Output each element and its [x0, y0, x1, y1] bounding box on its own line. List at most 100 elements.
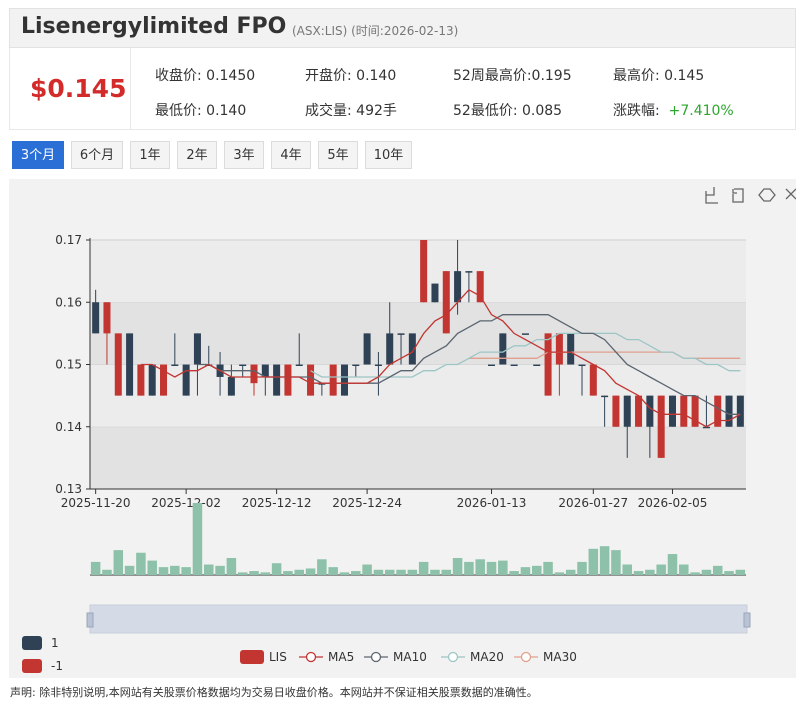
candle-body	[340, 364, 348, 396]
candle-body	[239, 364, 247, 366]
volume-bar	[452, 557, 463, 575]
current-price: $0.145	[30, 74, 127, 103]
volume-bar	[520, 567, 531, 575]
zoom-handle-left[interactable]	[86, 612, 94, 628]
candle-body	[555, 333, 563, 365]
legend-item-ma10[interactable]: MA10	[364, 650, 427, 664]
tab-2-years[interactable]: 2年	[177, 141, 217, 169]
stat-change: 涨跌幅: +7.410%	[613, 100, 734, 120]
legend-item-ma5[interactable]: MA5	[299, 650, 354, 664]
candle-body	[273, 364, 281, 396]
stat-label: 最高价:	[613, 68, 660, 84]
candles-series	[92, 240, 744, 458]
tab-1-year[interactable]: 1年	[130, 141, 170, 169]
candle-body	[544, 333, 552, 396]
volume-bars	[90, 503, 746, 576]
x-axis: 2025-11-20 2025-12-02 2025-12-12 2025-12-24…	[61, 488, 746, 510]
legend-marker	[447, 651, 459, 663]
stat-label: 成交量:	[305, 103, 352, 119]
candle-body	[227, 376, 235, 396]
volume-bar	[90, 561, 101, 575]
grid-band	[90, 240, 746, 303]
tab-3-months[interactable]: 3个月	[12, 141, 64, 169]
candle-body	[601, 395, 609, 398]
download-icon[interactable]	[785, 188, 797, 200]
y-tick-label: 0.13	[55, 482, 82, 496]
candle-body	[623, 395, 631, 427]
candle-body	[476, 271, 484, 303]
legend-swatch	[240, 650, 264, 664]
tab-5-years[interactable]: 5年	[318, 141, 358, 169]
stat-label: 52最低价:	[453, 103, 518, 119]
volume-bar	[554, 572, 565, 575]
stat-volume: 成交量: 492手	[305, 100, 397, 120]
candle-body	[668, 395, 676, 427]
volume-bar	[407, 569, 418, 575]
candle-body	[420, 240, 428, 303]
candle-body	[193, 333, 201, 365]
stat-value: 492手	[356, 103, 397, 119]
stat-label: 开盘价:	[305, 68, 352, 84]
volume-bar	[136, 552, 146, 575]
volume-bar	[102, 569, 112, 575]
restore-icon[interactable]	[758, 188, 776, 202]
stat-label: 最低价:	[155, 103, 202, 119]
volume-bar	[384, 569, 395, 575]
grid-band	[90, 302, 746, 365]
candle-body	[171, 364, 179, 366]
legend-down-swatch	[22, 659, 42, 673]
chart-panel: 0.17 0.16 0.15 0.14 0.13 2025-11-20 2025-12-0…	[9, 179, 797, 678]
legend-label: MA10	[393, 650, 427, 664]
candle-body	[386, 333, 394, 365]
candle-body	[137, 364, 145, 396]
tab-6-months[interactable]: 6个月	[71, 141, 123, 169]
volume-bar	[667, 554, 678, 575]
candle-body	[148, 364, 156, 396]
stat-close: 收盘价: 0.1450	[155, 65, 255, 85]
stat-high: 最高价: 0.145	[613, 65, 704, 85]
legend-item-ma20[interactable]: MA20	[441, 650, 504, 664]
volume-bar	[147, 560, 157, 575]
x-tick-label: 2025-12-12	[242, 496, 312, 510]
grid-band	[90, 426, 746, 489]
legend-item-lis[interactable]: LIS	[240, 650, 287, 664]
stat-value: 0.195	[531, 68, 572, 84]
stat-open: 开盘价: 0.140	[305, 65, 396, 85]
candle-body	[578, 364, 586, 366]
tab-10-years[interactable]: 10年	[365, 141, 412, 169]
volume-bar	[633, 571, 644, 575]
stat-52w-high: 52周最高价:0.195	[453, 65, 572, 85]
volume-bar	[498, 560, 508, 575]
stat-value: 0.145	[664, 68, 705, 84]
stat-label: 涨跌幅:	[613, 103, 660, 119]
legend-marker	[520, 651, 532, 663]
legend-label: MA5	[328, 650, 354, 664]
volume-bar	[204, 564, 214, 575]
back-icon[interactable]	[732, 188, 744, 203]
volume-bar	[679, 564, 689, 575]
candle-body	[295, 364, 303, 366]
zoom-handle-right[interactable]	[743, 612, 751, 628]
volume-bar	[430, 569, 440, 575]
time-label: (时间:	[351, 24, 384, 38]
stat-label: 52周最高价:	[453, 68, 532, 84]
candle-body	[363, 333, 371, 365]
candle-body	[702, 426, 710, 429]
candle-body	[442, 271, 450, 334]
candle-body	[431, 283, 439, 303]
volume-bar	[339, 572, 350, 575]
candle-body	[657, 395, 665, 458]
volume-bar	[396, 569, 406, 575]
legend-marker	[370, 651, 382, 663]
legend-item-ma30[interactable]: MA30	[514, 650, 577, 664]
data-zoom-slider[interactable]	[86, 604, 751, 634]
volume-bar	[260, 572, 271, 575]
candle-body	[182, 364, 190, 396]
zoom-icon[interactable]	[705, 187, 718, 204]
chart-legend: LIS MA5 MA10 MA20 MA30	[240, 650, 577, 664]
legend-up-swatch	[22, 636, 42, 650]
y-tick-label: 0.17	[55, 233, 82, 247]
legend-down-label: -1	[51, 659, 63, 673]
tab-4-years[interactable]: 4年	[271, 141, 311, 169]
tab-3-years[interactable]: 3年	[224, 141, 264, 169]
